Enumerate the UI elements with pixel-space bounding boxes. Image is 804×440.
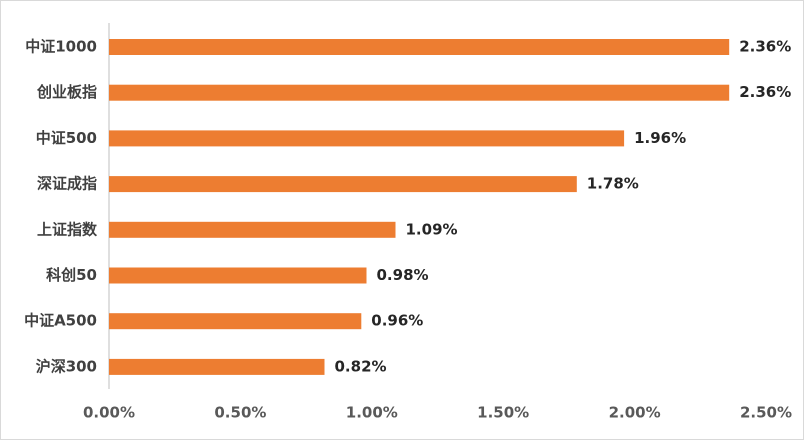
category-label: 中证500 bbox=[36, 129, 97, 147]
data-label: 1.09% bbox=[406, 220, 458, 238]
category-label: 深证成指 bbox=[37, 175, 97, 193]
bar bbox=[109, 130, 625, 147]
data-label: 2.36% bbox=[739, 38, 791, 56]
category-label: 上证指数 bbox=[37, 220, 98, 238]
x-tick-label: 1.50% bbox=[477, 404, 529, 422]
bar bbox=[109, 267, 367, 284]
data-label: 0.98% bbox=[377, 266, 429, 284]
bar bbox=[109, 39, 730, 55]
data-label: 0.96% bbox=[371, 312, 423, 330]
bar bbox=[109, 84, 730, 101]
data-label: 2.36% bbox=[739, 83, 791, 101]
data-label: 1.96% bbox=[634, 129, 686, 147]
x-tick-label: 1.00% bbox=[346, 404, 398, 422]
bars-group bbox=[109, 39, 730, 375]
bar bbox=[109, 358, 325, 375]
value-labels: 2.36% 2.36% 1.96% 1.78% 1.09% 0.98% 0.96% 0.82% bbox=[335, 38, 792, 376]
category-label: 沪深300 bbox=[36, 357, 97, 375]
data-label: 1.78% bbox=[587, 175, 639, 193]
category-label: 创业板指 bbox=[36, 83, 97, 101]
x-tick-label: 2.50% bbox=[740, 404, 792, 422]
category-label: 科创50 bbox=[46, 266, 97, 284]
category-label: 中证1000 bbox=[25, 38, 97, 56]
data-label: 0.82% bbox=[335, 357, 387, 375]
x-tick-label: 0.50% bbox=[214, 404, 266, 422]
category-label: 中证A500 bbox=[24, 312, 97, 330]
x-tick-label: 2.00% bbox=[609, 404, 661, 422]
x-tick-label: 0.00% bbox=[83, 404, 135, 422]
x-axis-tick-labels: 0.00% 0.50% 1.00% 1.50% 2.00% 2.50% bbox=[83, 404, 792, 422]
bar bbox=[109, 176, 577, 193]
bar bbox=[109, 221, 396, 238]
bar bbox=[109, 313, 362, 330]
